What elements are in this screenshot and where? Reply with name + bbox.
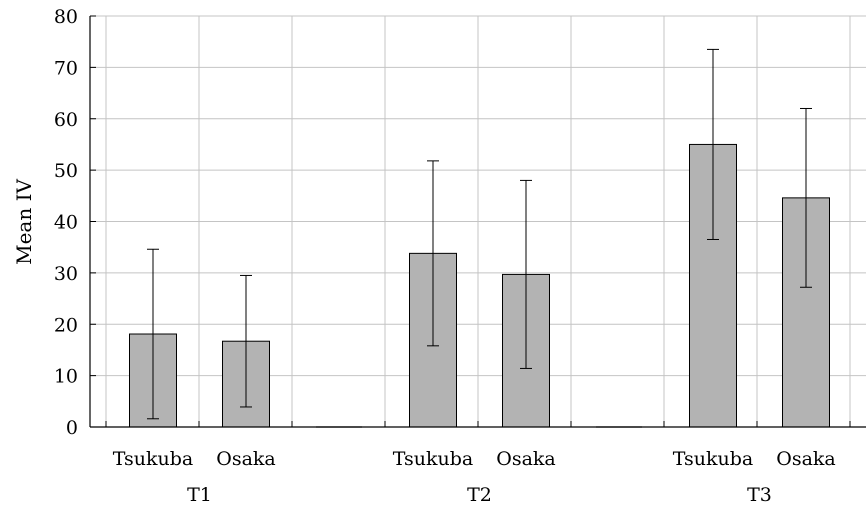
y-axis-title: Mean IV: [12, 179, 36, 265]
y-tick-label: 50: [54, 160, 78, 182]
y-tick-label: 80: [54, 6, 78, 28]
y-tick-label: 70: [54, 57, 78, 79]
y-tick-label: 30: [54, 263, 78, 285]
y-tick-label: 20: [54, 314, 78, 336]
y-tick-label: 60: [54, 109, 78, 131]
axes: [89, 15, 866, 428]
y-tick-label: 40: [54, 212, 78, 234]
x-tick-label: Osaka: [776, 448, 836, 470]
y-tick-label: 10: [54, 366, 78, 388]
x-tick-label: Osaka: [496, 448, 556, 470]
y-tick-label: 0: [66, 417, 78, 439]
grid: [90, 15, 866, 428]
group-label: T1: [187, 484, 212, 506]
bars: [129, 48, 830, 428]
group-label: T2: [467, 484, 492, 506]
x-tick-label: Tsukuba: [113, 448, 194, 470]
x-tick-label: Tsukuba: [673, 448, 754, 470]
x-tick-label: Osaka: [216, 448, 276, 470]
x-tick-label: Tsukuba: [393, 448, 474, 470]
group-label: T3: [747, 484, 772, 506]
